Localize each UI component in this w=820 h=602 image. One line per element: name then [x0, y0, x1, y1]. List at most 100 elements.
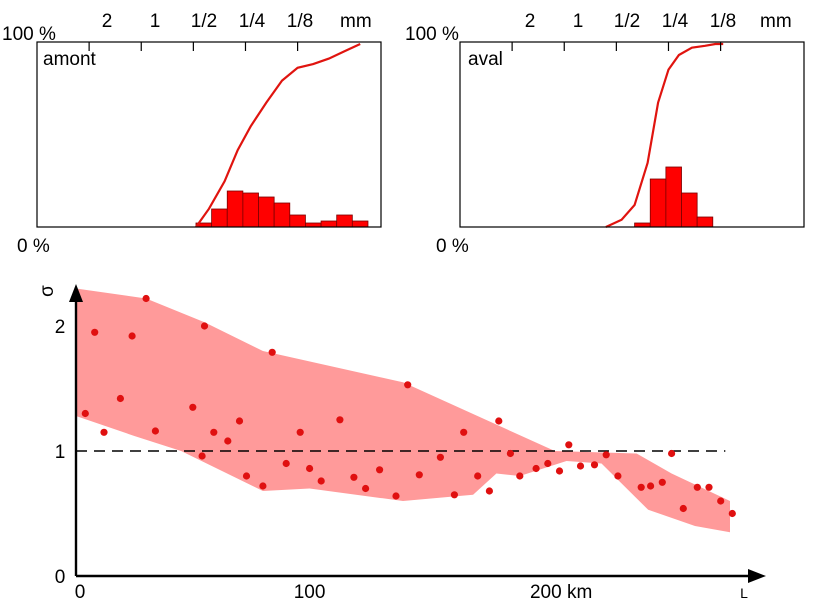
aval-y-top-label: 100 %	[405, 24, 459, 45]
data-point	[679, 504, 687, 513]
data-point	[128, 332, 136, 340]
aval-tick-label-4: 1/8	[710, 11, 736, 32]
data-point	[296, 428, 304, 436]
amont-tick-label-2: 1/2	[191, 11, 217, 32]
amont-bars	[195, 190, 369, 228]
data-point	[268, 348, 276, 356]
x-tick-label: 200 km	[530, 582, 592, 602]
sorting-x-tick-labels: 0 100 200 km	[75, 582, 593, 602]
data-point	[637, 483, 645, 491]
panel-amont: 2 1 1/2 1/4 1/8 mm 100 % 0 % amont	[2, 11, 382, 257]
aval-tick-label-0: 2	[525, 11, 536, 32]
aval-frame	[459, 41, 805, 228]
x-axis-arrow	[748, 569, 766, 583]
data-point	[336, 416, 344, 424]
aval-tick-label-3: 1/4	[662, 11, 689, 32]
aval-bar	[634, 222, 651, 228]
amont-y-bottom-label: 0 %	[17, 236, 50, 257]
x-tick-label: 0	[75, 582, 86, 602]
data-point	[317, 477, 325, 485]
data-point	[602, 451, 610, 459]
panel-sorting: 0 1 2 0 100 200 km σ L	[37, 284, 766, 602]
amont-bar	[305, 222, 322, 228]
x-tick-label: 100	[294, 582, 326, 602]
aval-bar	[696, 216, 714, 228]
aval-unit-label: mm	[760, 11, 792, 32]
data-point	[647, 482, 655, 490]
amont-bar	[289, 214, 306, 228]
amont-bar	[211, 208, 228, 228]
data-point	[200, 322, 209, 330]
data-point	[450, 491, 458, 499]
aval-tick-label-2: 1/2	[614, 11, 640, 32]
amont-bar	[258, 196, 275, 228]
aval-bar	[649, 178, 667, 228]
data-point	[460, 428, 468, 436]
amont-cumulative-curve	[195, 43, 361, 228]
data-point	[668, 449, 676, 458]
data-point	[614, 472, 622, 480]
data-point	[693, 483, 701, 491]
data-point	[224, 437, 232, 445]
aval-cumulative-curve	[605, 42, 724, 228]
amont-tick-label-0: 2	[102, 11, 113, 32]
amont-tick-marks	[88, 42, 299, 51]
data-point	[576, 462, 585, 470]
data-point	[436, 453, 444, 461]
y-tick-label: 0	[55, 567, 66, 588]
panel-aval: 2 1 1/2 1/4 1/8 mm 100 % 0 % aval	[405, 11, 805, 257]
data-point	[404, 381, 412, 389]
data-point	[717, 497, 725, 505]
data-point	[81, 409, 89, 418]
amont-unit-label: mm	[340, 11, 372, 32]
amont-bar	[336, 214, 353, 228]
sorting-envelope	[76, 288, 730, 533]
x-axis-end-label: L	[740, 585, 748, 601]
data-point	[506, 449, 514, 458]
data-point	[210, 428, 218, 436]
aval-bar	[681, 192, 698, 228]
data-point	[142, 294, 150, 303]
aval-tick-label-1: 1	[573, 11, 584, 32]
data-point	[415, 471, 423, 479]
data-point	[474, 472, 482, 480]
data-point	[565, 441, 573, 449]
data-point	[242, 472, 251, 480]
data-point	[516, 472, 524, 480]
amont-bar	[273, 202, 291, 228]
data-point	[544, 459, 552, 468]
aval-bar	[665, 166, 682, 228]
amont-panel-label: amont	[43, 49, 97, 70]
aval-tick-marks	[511, 42, 722, 51]
data-point	[555, 467, 564, 475]
amont-bar	[351, 220, 369, 228]
amont-bar	[320, 220, 338, 228]
sorting-points	[81, 294, 736, 518]
data-point	[151, 427, 159, 435]
data-point	[350, 473, 358, 481]
y-tick-label: 1	[55, 442, 66, 463]
aval-bars	[634, 166, 714, 228]
data-point	[259, 482, 267, 490]
data-point	[100, 428, 108, 436]
data-point	[235, 417, 244, 425]
amont-y-top-label: 100 %	[2, 24, 56, 45]
data-point	[495, 417, 503, 425]
amont-bar	[226, 190, 244, 228]
sorting-y-tick-labels: 0 1 2	[55, 317, 66, 588]
data-point	[590, 461, 599, 469]
data-point	[392, 492, 400, 500]
data-point	[485, 487, 493, 495]
data-point	[362, 484, 370, 493]
amont-bar	[242, 192, 259, 228]
amont-tick-label-1: 1	[150, 11, 161, 32]
y-axis-label: σ	[37, 285, 58, 297]
aval-panel-label: aval	[468, 49, 503, 70]
data-point	[91, 328, 99, 336]
data-point	[705, 483, 713, 491]
y-axis-arrow	[69, 284, 83, 302]
aval-y-bottom-label: 0 %	[436, 236, 469, 257]
data-point	[728, 509, 736, 518]
data-point	[198, 452, 206, 460]
